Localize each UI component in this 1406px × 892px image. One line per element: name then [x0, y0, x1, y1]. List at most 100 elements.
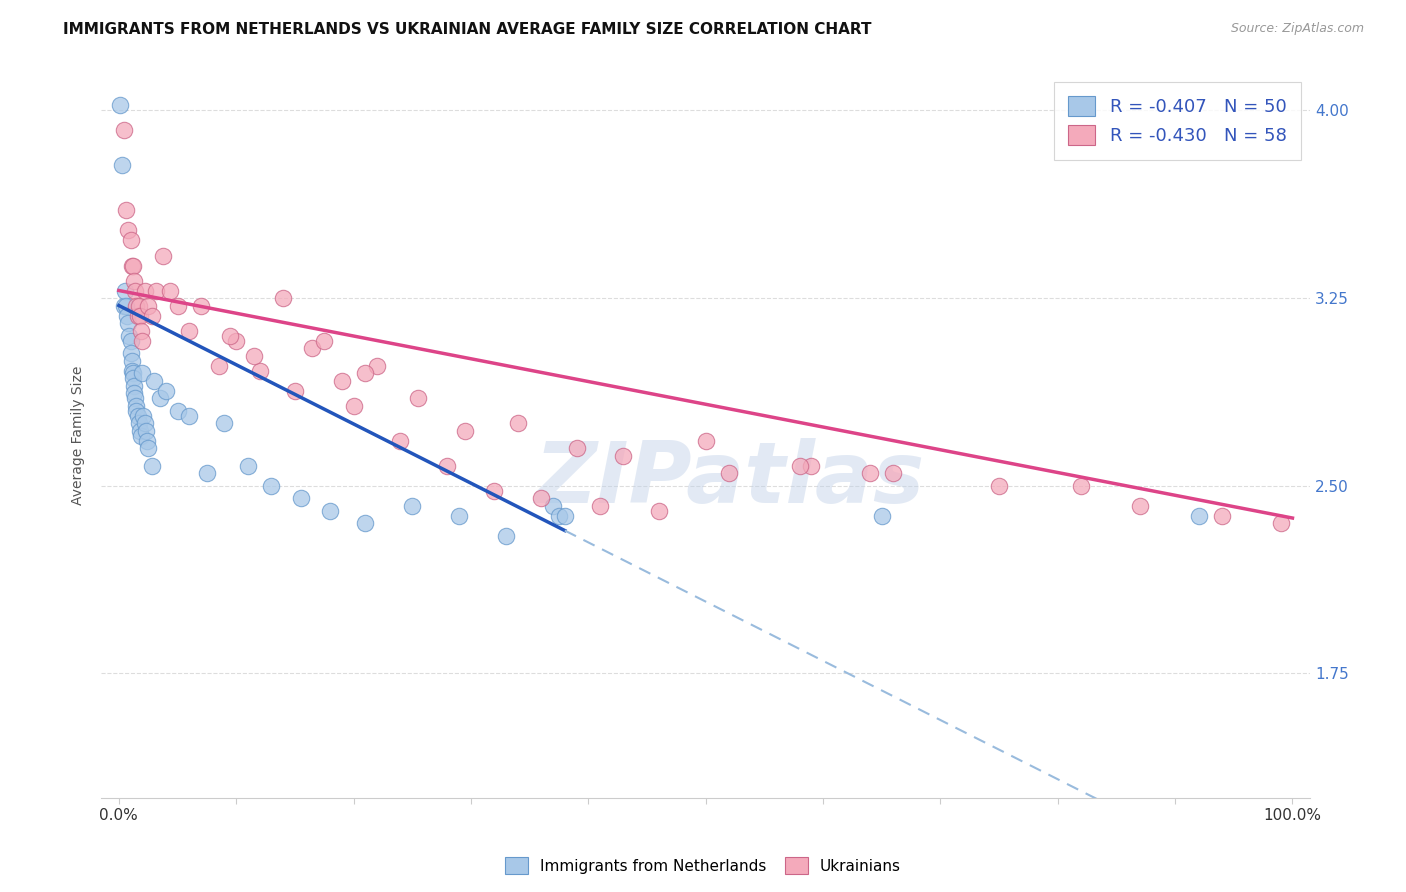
- Point: [166, 298, 188, 312]
- Point: [219, 328, 242, 343]
- Point: [149, 391, 172, 405]
- Point: [249, 363, 271, 377]
- Point: [1070, 478, 1092, 492]
- Point: [354, 366, 377, 380]
- Point: [122, 273, 145, 287]
- Point: [284, 384, 307, 398]
- Point: [125, 403, 148, 417]
- Point: [122, 378, 145, 392]
- Point: [695, 434, 717, 448]
- Point: [135, 424, 157, 438]
- Point: [122, 371, 145, 385]
- Point: [366, 359, 388, 373]
- Point: [495, 528, 517, 542]
- Point: [389, 434, 412, 448]
- Point: [225, 334, 247, 348]
- Point: [134, 284, 156, 298]
- Point: [122, 386, 145, 401]
- Point: [121, 259, 143, 273]
- Point: [166, 403, 188, 417]
- Legend: Immigrants from Netherlands, Ukrainians: Immigrants from Netherlands, Ukrainians: [499, 851, 907, 880]
- Point: [118, 328, 141, 343]
- Point: [454, 424, 477, 438]
- Point: [589, 499, 612, 513]
- Point: [122, 259, 145, 273]
- Point: [207, 359, 229, 373]
- Point: [800, 458, 823, 473]
- Point: [124, 391, 146, 405]
- Point: [136, 441, 159, 455]
- Point: [1211, 508, 1233, 523]
- Point: [125, 399, 148, 413]
- Point: [260, 478, 283, 492]
- Point: [301, 341, 323, 355]
- Point: [127, 409, 149, 423]
- Point: [141, 309, 163, 323]
- Point: [330, 374, 353, 388]
- Point: [115, 203, 138, 218]
- Point: [354, 516, 377, 530]
- Point: [314, 334, 336, 348]
- Point: [120, 234, 142, 248]
- Point: [319, 503, 342, 517]
- Point: [115, 298, 138, 312]
- Point: [129, 424, 152, 438]
- Point: [143, 374, 166, 388]
- Point: [114, 284, 136, 298]
- Point: [859, 466, 882, 480]
- Point: [882, 466, 904, 480]
- Point: [271, 291, 294, 305]
- Point: [1270, 516, 1292, 530]
- Point: [484, 483, 506, 498]
- Point: [121, 353, 143, 368]
- Point: [122, 366, 145, 380]
- Text: ZIPatlas: ZIPatlas: [534, 438, 925, 521]
- Point: [134, 416, 156, 430]
- Point: [141, 458, 163, 473]
- Point: [190, 298, 212, 312]
- Point: [129, 324, 152, 338]
- Point: [195, 466, 218, 480]
- Point: [179, 324, 201, 338]
- Point: [243, 349, 266, 363]
- Point: [120, 334, 142, 348]
- Point: [159, 284, 181, 298]
- Point: [290, 491, 312, 505]
- Point: [112, 298, 135, 312]
- Point: [127, 309, 149, 323]
- Point: [128, 298, 150, 312]
- Point: [179, 409, 201, 423]
- Point: [554, 508, 576, 523]
- Point: [120, 346, 142, 360]
- Y-axis label: Average Family Size: Average Family Size: [72, 366, 86, 505]
- Point: [125, 298, 148, 312]
- Point: [506, 416, 529, 430]
- Point: [214, 416, 236, 430]
- Point: [870, 508, 893, 523]
- Point: [117, 223, 139, 237]
- Point: [612, 449, 634, 463]
- Point: [121, 363, 143, 377]
- Legend: R = -0.407   N = 50, R = -0.430   N = 58: R = -0.407 N = 50, R = -0.430 N = 58: [1053, 82, 1301, 160]
- Point: [115, 309, 138, 323]
- Point: [406, 391, 429, 405]
- Point: [401, 499, 423, 513]
- Point: [145, 284, 167, 298]
- Point: [112, 123, 135, 137]
- Point: [129, 428, 152, 442]
- Point: [236, 458, 259, 473]
- Point: [129, 309, 152, 323]
- Point: [988, 478, 1011, 492]
- Point: [789, 458, 811, 473]
- Point: [436, 458, 458, 473]
- Point: [152, 248, 174, 262]
- Point: [108, 98, 131, 112]
- Point: [136, 298, 159, 312]
- Text: IMMIGRANTS FROM NETHERLANDS VS UKRAINIAN AVERAGE FAMILY SIZE CORRELATION CHART: IMMIGRANTS FROM NETHERLANDS VS UKRAINIAN…: [63, 22, 872, 37]
- Point: [1187, 508, 1209, 523]
- Point: [155, 384, 177, 398]
- Point: [136, 434, 159, 448]
- Point: [1129, 499, 1152, 513]
- Point: [718, 466, 741, 480]
- Point: [565, 441, 588, 455]
